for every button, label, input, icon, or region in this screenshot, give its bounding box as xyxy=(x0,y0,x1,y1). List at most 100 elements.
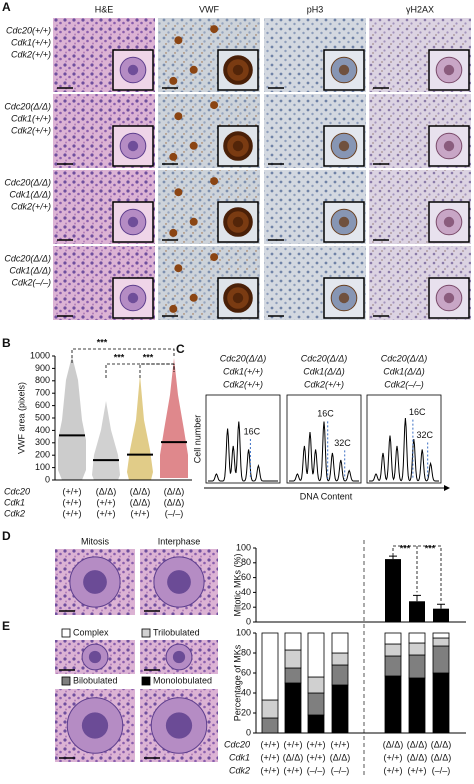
genotype-label: (+/+) xyxy=(62,497,81,507)
genotype-label: (+/+) xyxy=(96,497,115,507)
y-tick-label: 60 xyxy=(241,572,251,582)
bar-segment xyxy=(307,714,325,734)
legend-swatch xyxy=(61,628,71,638)
stain-blob xyxy=(174,36,183,45)
genotype-label: (Δ/Δ) xyxy=(431,739,452,749)
genotype-label: (Δ/Δ) xyxy=(130,486,151,496)
axis-label: Cell number xyxy=(192,415,202,464)
y-tick-label: 40 xyxy=(241,687,251,697)
genotype-label: (Δ/Δ) xyxy=(130,497,151,507)
bar-segment xyxy=(384,643,402,657)
significance-label: *** xyxy=(143,352,154,362)
histogram-frame xyxy=(205,394,281,484)
genotype-label: (+/+) xyxy=(96,508,115,518)
stain-blob xyxy=(210,253,219,262)
y-tick-label: 100 xyxy=(35,462,50,472)
y-tick-label: 1000 xyxy=(30,350,50,360)
stain-blob xyxy=(169,228,178,237)
nucleus xyxy=(127,292,139,304)
histogram-frame xyxy=(286,394,362,484)
column-header: Cdc20(Δ/Δ) xyxy=(381,353,428,363)
bar-segment xyxy=(408,654,426,679)
stain-blob xyxy=(174,264,183,273)
nucleus xyxy=(127,140,139,152)
column-header: Cdc20(Δ/Δ) xyxy=(301,353,348,363)
nucleus xyxy=(338,292,350,304)
dot-clouds xyxy=(58,356,188,480)
histogram-curve xyxy=(208,421,278,482)
column-header: pH3 xyxy=(307,4,324,14)
histogram-frame xyxy=(366,394,442,484)
y-tick-label: 900 xyxy=(35,363,50,373)
bar-segment xyxy=(331,664,349,686)
bar-segment xyxy=(307,676,325,694)
significance-label: *** xyxy=(425,543,436,553)
column-header: Cdc20(Δ/Δ) xyxy=(220,353,267,363)
bar-segment xyxy=(432,645,450,674)
column-header: VWF xyxy=(199,4,219,14)
genotype-label: (–/–) xyxy=(307,765,326,775)
stain-blob xyxy=(174,112,183,121)
bar-segment xyxy=(408,642,426,656)
stain-blob xyxy=(189,217,198,226)
genotype-label: (Δ/Δ) xyxy=(164,486,185,496)
significance-bracket xyxy=(71,348,175,363)
panel-letter: E xyxy=(2,619,10,633)
legend-label: Trilobulated xyxy=(153,627,200,637)
genotype-label: (Δ/Δ) xyxy=(164,497,185,507)
row-label: Cdk2(+/+) xyxy=(11,201,51,211)
bar-segment xyxy=(331,684,349,734)
row-label: Cdk2(+/+) xyxy=(11,49,51,59)
nucleus xyxy=(127,64,139,76)
distribution-shape xyxy=(58,356,86,480)
bar-segment xyxy=(384,655,402,677)
genotype-label: (+/+) xyxy=(130,508,149,518)
stain-blob xyxy=(169,76,178,85)
genotype-label: (+/+) xyxy=(283,765,302,775)
nucleus xyxy=(165,712,193,739)
y-tick-label: 20 xyxy=(241,602,251,612)
stain-blob xyxy=(189,141,198,150)
bar-segment xyxy=(284,667,302,684)
gene-label: Cdc20 xyxy=(224,739,250,749)
genotype-label: (Δ/Δ) xyxy=(96,486,117,496)
y-tick-label: 100 xyxy=(236,627,251,637)
column-header: Cdk2(+/+) xyxy=(304,379,344,389)
column-header: Cdk1(+/+) xyxy=(223,366,263,376)
nucleus xyxy=(338,140,350,152)
genotype-label: (+/+) xyxy=(383,752,402,762)
row-label: Cdk1(Δ/Δ) xyxy=(9,189,51,199)
significance-label: *** xyxy=(114,352,125,362)
error-bar xyxy=(437,603,445,609)
axis-label: DNA Content xyxy=(300,491,353,501)
genotype-label: (+/+) xyxy=(260,752,279,762)
error-bar xyxy=(413,594,421,602)
y-tick-label: 800 xyxy=(35,375,50,385)
panel-letter: D xyxy=(2,529,11,543)
y-tick-label: 0 xyxy=(45,474,50,484)
arrow-head xyxy=(444,485,450,491)
genotype-label: (Δ/Δ) xyxy=(431,752,452,762)
genotype-label: (Δ/Δ) xyxy=(407,752,428,762)
bar-segment xyxy=(384,675,402,734)
gene-label: Cdk1 xyxy=(4,497,25,507)
significance-label: *** xyxy=(400,543,411,553)
bar-segment xyxy=(384,632,402,645)
legend-swatch xyxy=(141,628,151,638)
genotype-label: (+/+) xyxy=(306,739,325,749)
legend-label: Complex xyxy=(73,627,109,637)
genotype-label: (Δ/Δ) xyxy=(407,739,428,749)
nucleus xyxy=(232,64,244,76)
bar-segment xyxy=(432,672,450,734)
inset xyxy=(323,49,365,91)
significance-bracket xyxy=(392,545,442,602)
stain-blob xyxy=(210,101,219,110)
nucleus xyxy=(232,292,244,304)
genotype-label: (+/+) xyxy=(306,752,325,762)
bar-segment xyxy=(408,677,426,734)
legend-swatch xyxy=(61,676,71,686)
column-header: Cdk2(+/+) xyxy=(223,379,263,389)
genotype-label: (–/–) xyxy=(165,508,184,518)
nucleus xyxy=(338,216,350,228)
